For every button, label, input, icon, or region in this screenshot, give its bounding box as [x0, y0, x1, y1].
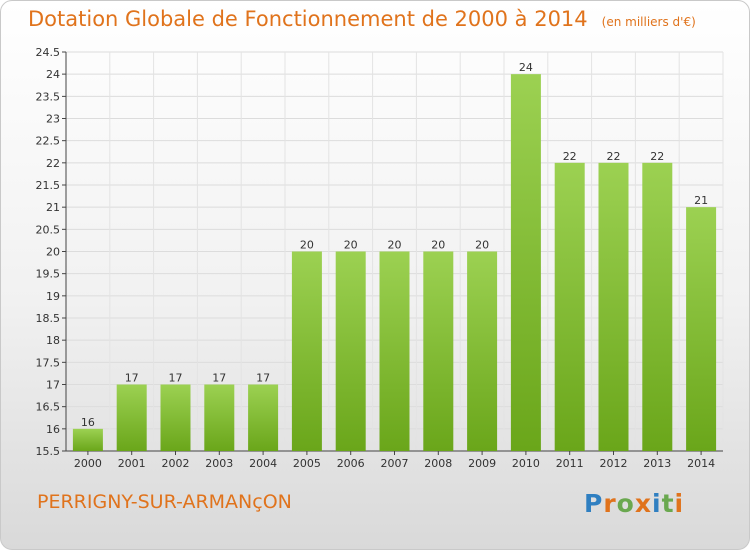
chart-title: Dotation Globale de Fonctionnement de 20… — [28, 7, 696, 31]
x-tick-label: 2012 — [600, 457, 628, 470]
logo-letter: t — [661, 489, 675, 518]
x-tick-label: 2008 — [424, 457, 452, 470]
y-tick-label: 22.5 — [36, 135, 61, 148]
bar-value-label: 17 — [169, 372, 183, 385]
y-tick-label: 16.5 — [36, 401, 61, 414]
bar — [467, 251, 498, 451]
bar-value-label: 16 — [81, 416, 95, 429]
bar-value-label: 20 — [431, 239, 445, 252]
x-tick-label: 2000 — [74, 457, 102, 470]
y-tick-label: 23.5 — [36, 90, 61, 103]
y-tick-label: 20 — [46, 246, 60, 259]
x-tick-label: 2014 — [687, 457, 715, 470]
bar — [423, 251, 454, 451]
bar-value-label: 22 — [563, 150, 577, 163]
bar-value-label: 22 — [650, 150, 664, 163]
bar — [335, 251, 366, 451]
unit-label: (en milliers d'€) — [601, 15, 696, 29]
logo-letter: o — [616, 489, 635, 518]
x-tick-label: 2011 — [556, 457, 584, 470]
logo-letter: i — [652, 489, 662, 518]
bar-value-label: 17 — [256, 372, 270, 385]
y-tick-label: 21 — [46, 201, 60, 214]
y-tick-label: 17.5 — [36, 356, 61, 369]
bar — [160, 384, 191, 451]
x-tick-label: 2001 — [118, 457, 146, 470]
x-tick-label: 2009 — [468, 457, 496, 470]
bar — [204, 384, 235, 451]
y-tick-label: 22 — [46, 157, 60, 170]
x-tick-label: 2007 — [381, 457, 409, 470]
bar-value-label: 21 — [694, 194, 708, 207]
bar — [72, 428, 103, 451]
x-tick-label: 2006 — [337, 457, 365, 470]
y-tick-label: 21.5 — [36, 179, 61, 192]
bar — [291, 251, 322, 451]
y-tick-label: 20.5 — [36, 223, 61, 236]
bar — [598, 162, 629, 452]
bar-value-label: 17 — [212, 372, 226, 385]
y-tick-label: 19 — [46, 290, 60, 303]
logo-letter: r — [603, 489, 617, 518]
bar — [686, 207, 717, 451]
logo-letter: i — [674, 489, 685, 518]
logo-letter: x — [634, 489, 652, 518]
y-tick-labels: 15.5 16 16.5 17 17.5 18 18.5 19 19.5 20 20.5 21 21.5… — [36, 46, 61, 458]
x-tick-label: 2002 — [162, 457, 190, 470]
bar-value-label: 20 — [475, 239, 489, 252]
y-tick-label: 19.5 — [36, 268, 61, 281]
bar-value-labels: 16 17 17 17 17 20 20 20 20 20 24 22 22 22 21 — [81, 61, 708, 429]
bars — [72, 74, 717, 452]
bar — [554, 162, 585, 452]
y-tick-label: 18.5 — [36, 312, 61, 325]
commune-name: PERRIGNY-SUR-ARMANçON — [37, 491, 292, 513]
x-tick-labels: 2000 2001 2002 2003 2004 2005 2006 2007 2008 2009… — [74, 457, 715, 470]
y-tick-label: 24.5 — [36, 46, 61, 59]
bar-value-label: 17 — [125, 372, 139, 385]
x-tick-label: 2013 — [643, 457, 671, 470]
y-tick-label: 17 — [46, 379, 60, 392]
logo-letter: P — [584, 489, 604, 518]
bar — [510, 74, 541, 452]
bar — [116, 384, 147, 451]
bar-value-label: 22 — [607, 150, 621, 163]
y-tick-label: 18 — [46, 334, 60, 347]
bar-value-label: 20 — [300, 239, 314, 252]
y-tick-label: 15.5 — [36, 445, 61, 458]
x-tick-label: 2010 — [512, 457, 540, 470]
bar-value-label: 20 — [344, 239, 358, 252]
bar — [379, 251, 410, 451]
y-tick-label: 23 — [46, 113, 60, 126]
bar-value-label: 20 — [388, 239, 402, 252]
proxiti-logo: Proxiti — [584, 489, 684, 518]
x-tick-label: 2005 — [293, 457, 321, 470]
y-tick-label: 24 — [46, 68, 60, 81]
x-tick-label: 2004 — [249, 457, 277, 470]
bar — [642, 162, 673, 452]
x-tick-label: 2003 — [205, 457, 233, 470]
y-tick-label: 16 — [46, 423, 60, 436]
title-text: Dotation Globale de Fonctionnement de 20… — [28, 7, 588, 31]
bar-value-label: 24 — [519, 61, 533, 74]
bar — [248, 384, 279, 451]
